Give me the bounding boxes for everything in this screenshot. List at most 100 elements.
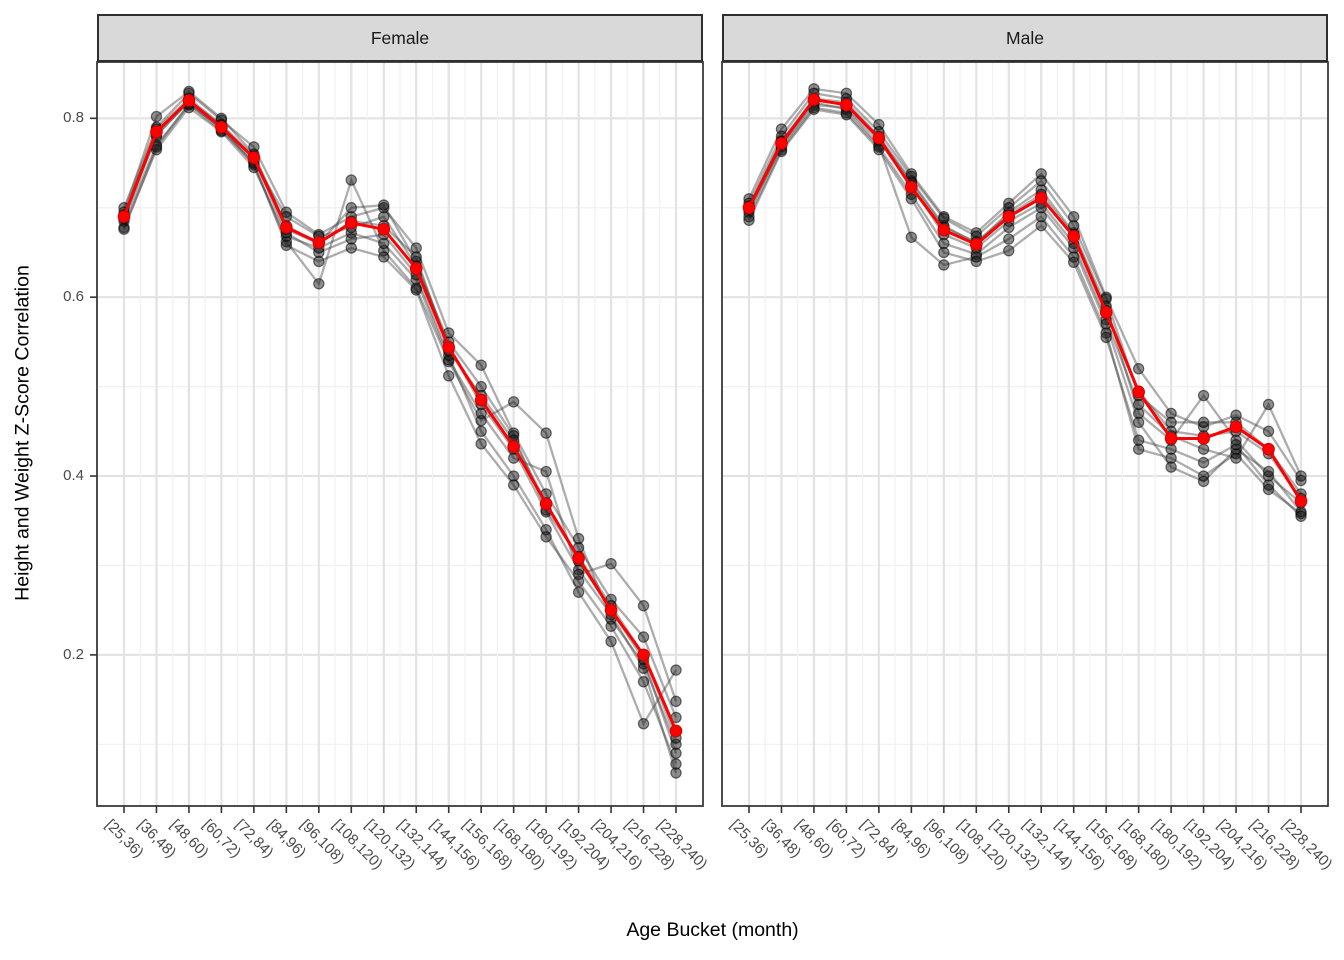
y-axis-title: Height and Weight Z-Score Correlation: [11, 265, 34, 601]
series-point: [605, 635, 617, 648]
series-point: [475, 438, 487, 450]
series-point: [540, 531, 552, 543]
series-point: [345, 202, 357, 214]
mean-point: [409, 262, 423, 275]
series-point: [1197, 443, 1210, 455]
series-point: [1035, 219, 1047, 232]
mean-point: [637, 648, 650, 662]
series-point: [313, 255, 325, 268]
series-point: [572, 586, 585, 598]
mean-point: [182, 94, 196, 107]
series-point: [1035, 175, 1047, 187]
series-point: [1197, 389, 1210, 402]
mean-point: [117, 210, 131, 224]
series-point: [1132, 398, 1145, 411]
mean-point: [1262, 442, 1275, 456]
series-point: [1100, 331, 1112, 344]
series-point: [1197, 456, 1210, 469]
mean-point: [1034, 191, 1048, 205]
mean-point: [474, 393, 488, 407]
series-point: [938, 259, 950, 271]
series-point: [118, 223, 130, 235]
series-point: [605, 620, 617, 632]
series-point: [345, 174, 357, 186]
y-tick-label-0.8: 0.8: [63, 109, 84, 126]
series-point: [410, 284, 422, 296]
mean-point: [1294, 494, 1308, 508]
mean-point: [1132, 385, 1145, 399]
series-point: [475, 425, 487, 438]
series-point: [1132, 416, 1145, 429]
series-point: [905, 231, 918, 243]
y-tick-label-0.6: 0.6: [63, 288, 84, 305]
mean-point: [344, 216, 358, 230]
series-point: [670, 695, 682, 708]
mean-point: [280, 221, 293, 234]
mean-point: [937, 223, 951, 237]
mean-point: [507, 440, 520, 453]
mean-point: [604, 603, 618, 617]
mean-point: [1099, 306, 1113, 319]
series-point: [150, 110, 163, 123]
mean-point: [1164, 432, 1178, 445]
mean-point: [377, 222, 391, 236]
mean-point: [442, 340, 456, 354]
y-tick-label-0.4: 0.4: [63, 467, 84, 484]
series-point: [637, 676, 650, 688]
series-point: [637, 599, 650, 612]
panel-border: [96, 61, 704, 807]
series-point: [873, 143, 885, 156]
series-point: [670, 747, 682, 759]
series-point: [1003, 244, 1015, 257]
series-point: [1165, 443, 1177, 455]
series-point: [572, 532, 585, 545]
series-point: [410, 251, 422, 263]
series-point: [1262, 425, 1275, 438]
mean-point: [1197, 432, 1210, 445]
mean-point: [840, 98, 853, 112]
facet-label-male: Male: [1006, 27, 1044, 48]
mean-point: [872, 131, 886, 145]
series-point: [378, 251, 390, 263]
mean-point: [572, 551, 585, 565]
mean-point: [150, 125, 163, 139]
mean-point: [215, 120, 228, 134]
series-point: [280, 239, 293, 252]
series-point: [938, 246, 950, 259]
series-point: [743, 214, 755, 226]
series-point: [670, 664, 682, 676]
series-line: [122, 90, 678, 774]
mean-point: [312, 236, 326, 249]
series-point: [443, 370, 455, 382]
series-point: [1132, 363, 1145, 375]
facet-strip-male: Male: [722, 14, 1328, 62]
series-point: [313, 278, 325, 290]
series-point: [507, 479, 520, 491]
mean-point: [969, 238, 983, 251]
series-point: [1165, 461, 1177, 473]
series-point: [1295, 470, 1307, 482]
series-point: [637, 631, 650, 643]
series-point: [670, 758, 682, 770]
mean-line: [122, 98, 678, 732]
series-point: [1003, 221, 1015, 234]
series-point: [1197, 416, 1210, 429]
series-point: [905, 193, 918, 205]
series-point: [475, 359, 487, 371]
mean-point: [1229, 420, 1243, 434]
facet-label-female: Female: [370, 27, 430, 48]
series-point: [1295, 510, 1307, 522]
series-point: [540, 465, 552, 478]
mean-point: [1067, 230, 1081, 243]
panel-border: [721, 61, 1329, 807]
series-point: [540, 427, 552, 439]
mean-point: [905, 180, 918, 194]
mean-point: [539, 497, 553, 511]
series-point: [378, 199, 390, 211]
series-point: [1262, 465, 1275, 478]
series-point: [970, 255, 982, 268]
mean-point: [807, 93, 821, 106]
series-point: [1132, 434, 1145, 446]
